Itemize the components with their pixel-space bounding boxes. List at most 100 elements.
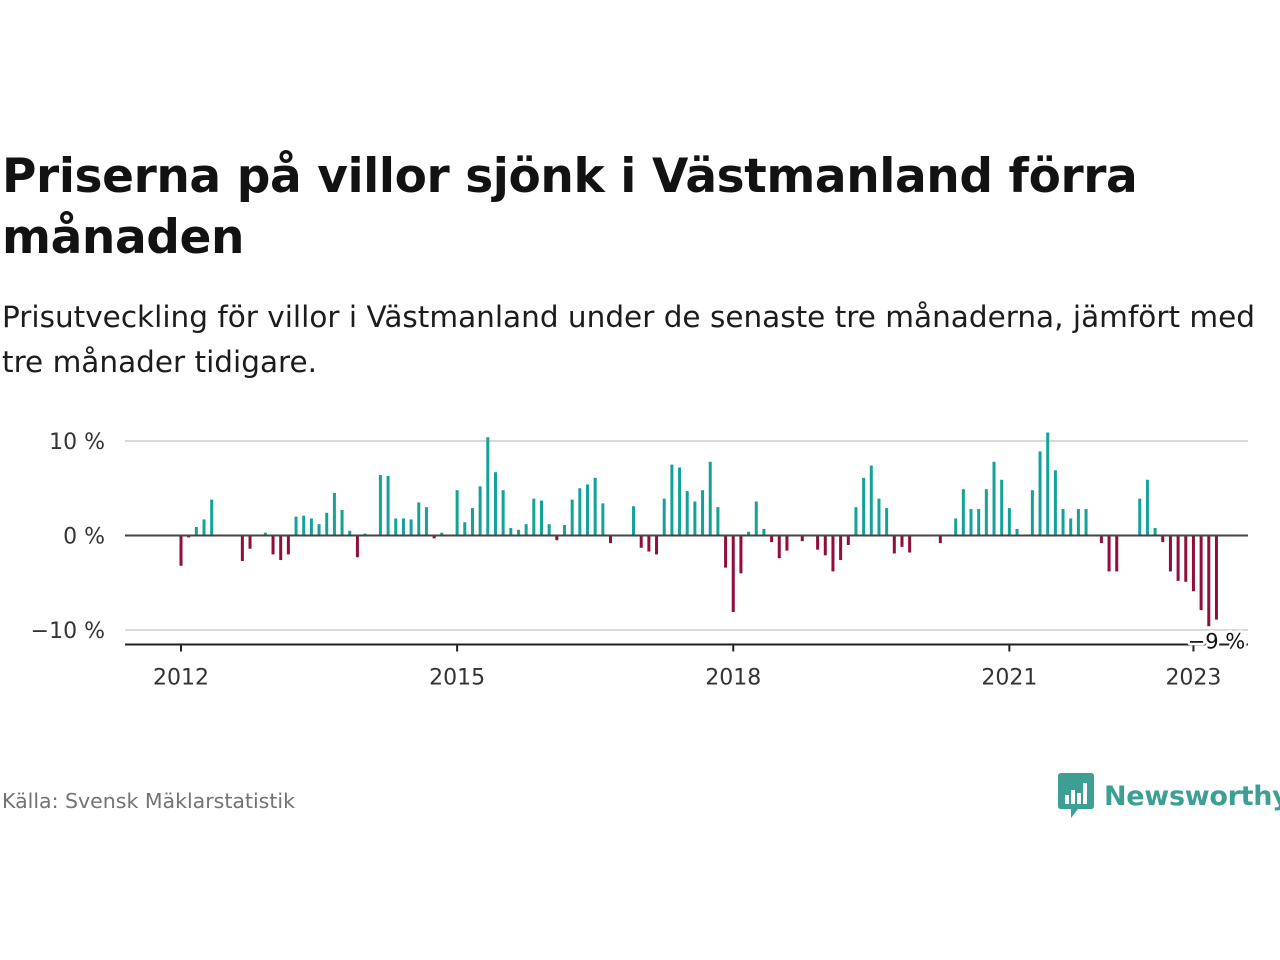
bar bbox=[961, 489, 965, 536]
bar bbox=[317, 524, 321, 536]
bar bbox=[816, 535, 820, 550]
bar bbox=[586, 484, 590, 536]
bar bbox=[1076, 509, 1080, 536]
bar bbox=[716, 507, 720, 536]
bar bbox=[532, 498, 536, 536]
annotations: −9 % bbox=[1185, 627, 1248, 656]
bar bbox=[1145, 479, 1149, 536]
bar bbox=[1038, 451, 1042, 536]
bar bbox=[1199, 535, 1203, 611]
bar bbox=[984, 489, 988, 536]
bar bbox=[632, 506, 636, 536]
bar bbox=[1000, 479, 1004, 536]
bar bbox=[578, 488, 582, 536]
bar bbox=[417, 502, 421, 536]
bar bbox=[570, 499, 574, 536]
bar bbox=[1015, 528, 1019, 536]
bar bbox=[493, 472, 497, 536]
price-change-bar-chart: −10 % 0 % 10 % 2012 2015 2018 2021 2023 −9 % bbox=[31, 430, 1248, 691]
bar bbox=[823, 535, 827, 556]
bar bbox=[992, 461, 996, 536]
bar bbox=[194, 527, 198, 536]
bar bbox=[463, 522, 467, 536]
bar bbox=[555, 535, 559, 541]
bar bbox=[708, 461, 712, 536]
bar bbox=[263, 532, 267, 536]
bar bbox=[1184, 535, 1188, 582]
bar bbox=[670, 464, 674, 536]
bar bbox=[271, 535, 275, 555]
bar bbox=[547, 524, 551, 536]
bar bbox=[210, 499, 214, 536]
bar bbox=[294, 516, 298, 536]
bar bbox=[854, 507, 858, 536]
brand-name: Newsworthy bbox=[1104, 780, 1280, 812]
bar bbox=[593, 477, 597, 536]
bar bbox=[601, 503, 605, 536]
bar bbox=[1084, 509, 1088, 536]
bar bbox=[885, 508, 889, 536]
bar bbox=[501, 490, 505, 536]
x-tick-label: 2015 bbox=[429, 666, 485, 691]
bar bbox=[724, 535, 728, 568]
bar bbox=[386, 475, 390, 536]
bar bbox=[1061, 509, 1065, 536]
gridlines bbox=[125, 440, 1248, 631]
bar bbox=[1168, 535, 1172, 572]
source-note: Källa: Svensk Mäklarstatistik bbox=[2, 789, 295, 813]
y-axis-tick-labels: −10 % 0 % 10 % bbox=[31, 430, 105, 644]
x-tick-label: 2023 bbox=[1165, 666, 1221, 691]
bar bbox=[240, 535, 244, 562]
bar bbox=[1153, 527, 1157, 536]
bar bbox=[969, 509, 973, 536]
bar bbox=[340, 509, 344, 536]
x-tick-label: 2021 bbox=[981, 666, 1037, 691]
bar bbox=[309, 518, 313, 536]
bar bbox=[563, 525, 566, 536]
brand-logo: Newsworthy bbox=[1058, 772, 1280, 820]
bar bbox=[754, 501, 758, 536]
bar bbox=[877, 498, 881, 536]
bar bbox=[846, 535, 850, 545]
bar bbox=[1099, 535, 1103, 544]
bar-chart-speech-bubble-icon bbox=[1058, 773, 1094, 818]
bar bbox=[777, 535, 781, 559]
bar bbox=[609, 535, 613, 544]
chart-subtitle: Prisutveckling för villor i Västmanland … bbox=[2, 300, 1256, 379]
bar bbox=[401, 518, 405, 536]
bar bbox=[279, 535, 283, 561]
bar bbox=[762, 528, 766, 536]
x-axis-ticks: 2012 2015 2018 2021 2023 bbox=[153, 644, 1221, 691]
x-tick-label: 2018 bbox=[705, 666, 761, 691]
bar bbox=[202, 519, 206, 536]
bar bbox=[378, 475, 382, 536]
bar bbox=[685, 491, 689, 536]
bar bbox=[486, 437, 490, 536]
bar bbox=[524, 524, 528, 536]
bar bbox=[1046, 432, 1050, 536]
bar bbox=[678, 467, 682, 536]
bars bbox=[179, 432, 1218, 627]
bar bbox=[539, 500, 543, 536]
bar bbox=[639, 535, 643, 548]
y-tick-label: 0 % bbox=[63, 525, 105, 550]
bar bbox=[394, 518, 398, 536]
bar bbox=[1107, 535, 1111, 572]
bar bbox=[770, 535, 774, 543]
bar bbox=[1138, 498, 1142, 536]
bar bbox=[800, 535, 804, 542]
bar bbox=[977, 509, 981, 536]
bar bbox=[839, 535, 843, 561]
bar bbox=[470, 508, 474, 536]
bar bbox=[892, 535, 896, 554]
bar bbox=[1007, 508, 1011, 536]
last-value-annotation: −9 % bbox=[1188, 630, 1246, 654]
bar bbox=[286, 535, 290, 555]
bar bbox=[954, 518, 958, 536]
bar bbox=[348, 530, 352, 536]
y-tick-label: −10 % bbox=[31, 619, 105, 644]
bar bbox=[302, 515, 306, 536]
bar bbox=[647, 535, 651, 552]
bar bbox=[325, 512, 329, 536]
bar bbox=[478, 486, 482, 536]
